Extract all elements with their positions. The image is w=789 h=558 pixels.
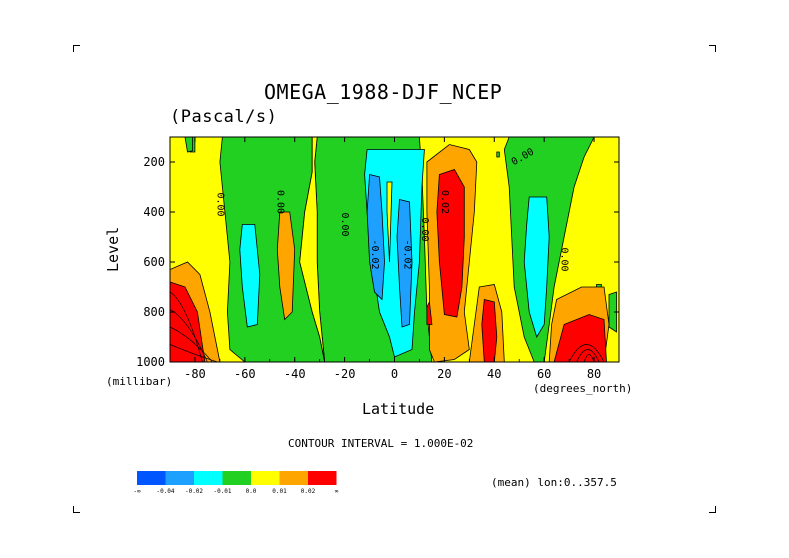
colorbar-label: -0.04	[156, 488, 174, 495]
x-tick-label: 60	[537, 367, 551, 381]
colorbar-label: -0.01	[213, 488, 231, 495]
crop-mark-top-right	[709, 45, 716, 52]
colorbar-swatch	[137, 471, 166, 485]
green-region	[496, 151, 500, 158]
contour-label: -0.02	[369, 239, 380, 269]
green-region	[184, 137, 193, 153]
y-tick-label: 600	[143, 255, 165, 269]
green-region	[503, 137, 595, 362]
y-tick-label: 200	[143, 155, 165, 169]
colorbar-swatch	[194, 471, 223, 485]
orange-region	[276, 211, 296, 321]
x-tick-label: 80	[587, 367, 601, 381]
mean-longitude-text: (mean) lon:0..357.5	[491, 476, 617, 489]
cyan-region	[239, 224, 261, 328]
contour-label: 0.00	[214, 192, 225, 216]
red-region	[436, 169, 465, 318]
y-axis-units: (millibar)	[106, 375, 173, 388]
contour-line	[568, 344, 605, 362]
contour-interval-text: CONTOUR INTERVAL = 1.000E-02	[288, 437, 474, 450]
y-tick-label: 1000	[136, 355, 165, 369]
contour-label: -0.02	[401, 239, 412, 269]
x-axis-label: Latitude	[362, 400, 435, 418]
colorbar-label: -0.02	[185, 488, 203, 495]
contour-label: 0.00	[559, 247, 570, 271]
contour-line	[170, 291, 203, 362]
contour-line	[170, 326, 213, 362]
blue-region	[396, 198, 413, 328]
red-region	[426, 300, 433, 325]
crop-mark-top-left	[73, 45, 80, 52]
colorbar-label: 0.0	[246, 488, 257, 495]
x-tick-label: 0	[391, 367, 398, 381]
colorbar-swatch	[308, 471, 337, 485]
colorbar-swatch	[222, 471, 251, 485]
y-tick-label: 400	[143, 205, 165, 219]
yellow-region	[299, 137, 326, 362]
colorbar-swatch	[165, 471, 194, 485]
chart-title: OMEGA_1988-DJF_NCEP	[264, 80, 503, 104]
x-axis-units: (degrees_north)	[533, 382, 633, 395]
contour-line	[583, 354, 595, 362]
colorbar-swatch	[279, 471, 308, 485]
x-tick-label: 40	[487, 367, 501, 381]
blue-region	[366, 173, 385, 301]
colorbar-label: 0.01	[272, 488, 287, 495]
colorbar-label: 0.02	[301, 488, 316, 495]
red-region	[170, 281, 206, 362]
contour-label: 0.00	[339, 212, 350, 236]
green-region	[608, 291, 617, 333]
contour-line	[170, 344, 218, 362]
x-tick-label: -80	[184, 367, 206, 381]
x-tick-label: -60	[234, 367, 256, 381]
red-region	[481, 298, 498, 362]
crop-mark-bottom-left	[73, 506, 80, 513]
chart-subtitle: (Pascal/s)	[170, 107, 278, 127]
y-tick-label: 800	[143, 305, 165, 319]
x-tick-label: 20	[437, 367, 451, 381]
x-tick-label: -40	[284, 367, 306, 381]
colorbar-swatch	[251, 471, 280, 485]
crop-mark-bottom-right	[709, 506, 716, 513]
colorbar-label: ∞	[335, 488, 339, 495]
red-region	[553, 314, 607, 362]
yellow-region	[386, 181, 393, 263]
contour-label: 0.02	[439, 190, 450, 214]
colorbar-label: -∞	[133, 488, 141, 495]
x-tick-label: -20	[334, 367, 356, 381]
contour-label: 0.00	[419, 217, 430, 241]
cyan-region	[523, 196, 550, 338]
contour-label: 0.00	[274, 190, 285, 214]
contour-line	[576, 349, 600, 362]
